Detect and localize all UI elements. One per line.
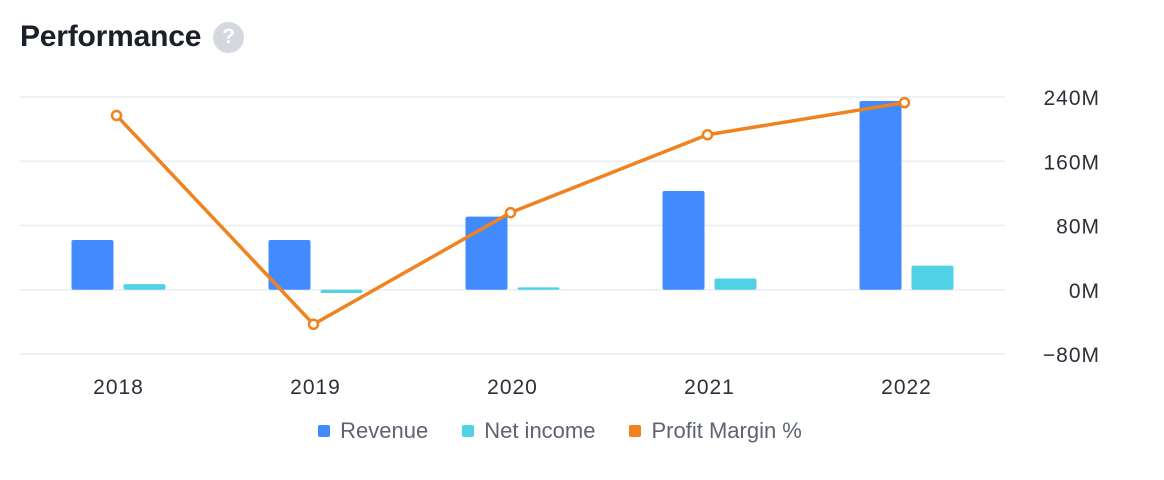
bar-revenue-2019[interactable] bbox=[268, 239, 311, 290]
profit-margin-point-2022[interactable] bbox=[898, 96, 911, 109]
legend-label-profit-margin: Profit Margin % bbox=[651, 418, 802, 443]
bar-net-income-2021[interactable] bbox=[714, 278, 757, 290]
legend-swatch-profit-margin bbox=[629, 425, 642, 437]
x-tick-label-2018: 2018 bbox=[93, 376, 144, 399]
x-tick-label-2022: 2022 bbox=[881, 376, 932, 399]
bar-net-income-2019[interactable] bbox=[320, 289, 363, 293]
legend: Revenue Net income Profit Margin % bbox=[0, 418, 1120, 444]
help-icon[interactable]: ? bbox=[213, 21, 245, 53]
legend-label-net-income: Net income bbox=[484, 418, 596, 443]
y-axis-tick-labels: 240M 160M 80M 0M −80M bbox=[1043, 87, 1100, 367]
bar-revenue-2020[interactable] bbox=[465, 216, 508, 290]
legend-item-revenue[interactable]: Revenue bbox=[318, 418, 428, 444]
legend-swatch-net-income bbox=[462, 425, 475, 437]
page-title: Performance bbox=[20, 20, 202, 53]
bar-net-income-2018[interactable] bbox=[123, 284, 166, 290]
x-axis-tick-labels: 2018 2019 2020 2021 2022 bbox=[93, 376, 932, 399]
y-tick-label: 0M bbox=[1069, 280, 1100, 303]
legend-item-net-income[interactable]: Net income bbox=[462, 418, 595, 444]
bar-revenue-2022[interactable] bbox=[859, 101, 902, 290]
x-tick-label-2020: 2020 bbox=[487, 376, 538, 399]
bars bbox=[71, 101, 954, 293]
grid-lines bbox=[20, 96, 1005, 355]
y-tick-label: −80M bbox=[1043, 344, 1100, 367]
profit-margin-point-2018[interactable] bbox=[110, 109, 123, 122]
x-tick-label-2019: 2019 bbox=[290, 376, 341, 399]
y-tick-label: 80M bbox=[1056, 216, 1100, 239]
legend-swatch-revenue bbox=[318, 425, 331, 437]
legend-item-profit-margin[interactable]: Profit Margin % bbox=[629, 418, 802, 444]
bar-revenue-2021[interactable] bbox=[662, 190, 705, 290]
bar-net-income-2020[interactable] bbox=[517, 287, 560, 290]
x-tick-label-2021: 2021 bbox=[684, 376, 735, 399]
legend-label-revenue: Revenue bbox=[340, 418, 429, 443]
profit-margin-line-layer bbox=[110, 96, 911, 331]
profit-margin-point-2021[interactable] bbox=[701, 128, 714, 141]
chart-header: Performance ? bbox=[20, 20, 245, 54]
y-tick-label: 240M bbox=[1043, 87, 1100, 110]
profit-margin-point-2019[interactable] bbox=[307, 318, 320, 331]
profit-margin-point-2020[interactable] bbox=[504, 206, 517, 219]
bar-net-income-2022[interactable] bbox=[911, 265, 954, 290]
bar-revenue-2018[interactable] bbox=[71, 239, 114, 290]
y-tick-label: 160M bbox=[1043, 151, 1100, 174]
